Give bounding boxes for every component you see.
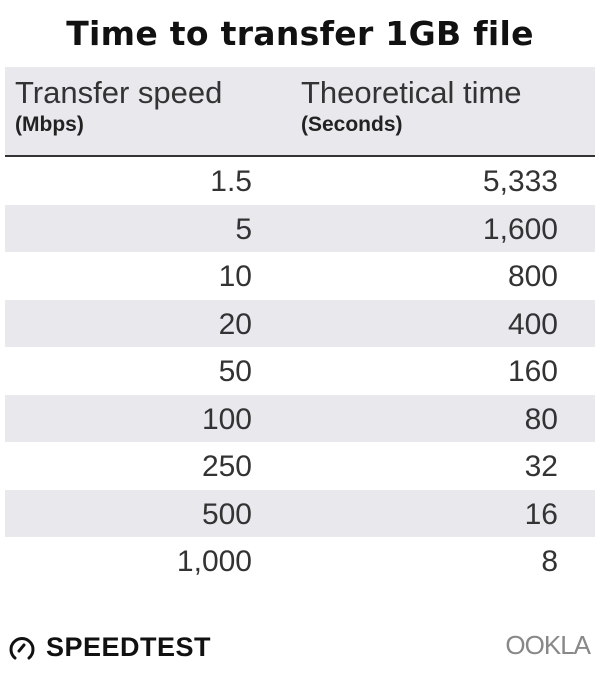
time-cell: 32 (524, 450, 558, 483)
column-header-speed: Transfer speed (Mbps) (15, 75, 222, 137)
speed-cell: 50 (218, 355, 252, 388)
time-cell: 5,333 (482, 165, 558, 198)
table-row: 1,000 8 (5, 537, 595, 585)
table-row: 500 16 (5, 489, 595, 537)
speed-cell: 10 (218, 260, 252, 293)
speed-cell: 250 (201, 450, 252, 483)
speed-cell: 100 (201, 402, 252, 436)
table-row: 250 32 (5, 442, 595, 490)
chart-title: Time to transfer 1GB file (66, 14, 534, 53)
table-header: Transfer speed (Mbps) Theoretical time (… (5, 67, 595, 157)
time-cell: 8 (541, 545, 558, 578)
time-cell: 80 (524, 402, 558, 436)
table-row: 1.5 5,333 (5, 157, 595, 205)
table-row: 10 800 (5, 252, 595, 300)
speedtest-logo: SPEEDTEST (8, 632, 211, 663)
table-row: 50 160 (5, 347, 595, 395)
table-row: 100 80 (5, 394, 595, 442)
speedtest-wordmark: SPEEDTEST (46, 632, 212, 662)
speed-cell: 500 (201, 497, 252, 531)
speed-cell: 1,000 (176, 545, 252, 578)
column-header-time: Theoretical time (Seconds) (301, 75, 522, 137)
column-unit: (Seconds) (301, 113, 403, 136)
table-row: 5 1,600 (5, 204, 595, 252)
gauge-icon (9, 636, 35, 659)
time-cell: 400 (507, 307, 558, 341)
time-cell: 16 (524, 497, 558, 531)
table-row: 20 400 (5, 299, 595, 347)
ookla-logo: OOKLA (505, 630, 591, 660)
time-cell: 1,600 (482, 212, 558, 246)
time-cell: 160 (507, 355, 558, 388)
data-table: Transfer speed (Mbps) Theoretical time (… (5, 67, 595, 585)
speed-cell: 5 (235, 212, 252, 246)
time-cell: 800 (507, 260, 558, 293)
column-label: Theoretical time (301, 75, 522, 110)
column-unit: (Mbps) (15, 113, 84, 136)
column-label: Transfer speed (15, 75, 223, 110)
speed-cell: 20 (218, 307, 252, 341)
speed-cell: 1.5 (210, 165, 252, 198)
